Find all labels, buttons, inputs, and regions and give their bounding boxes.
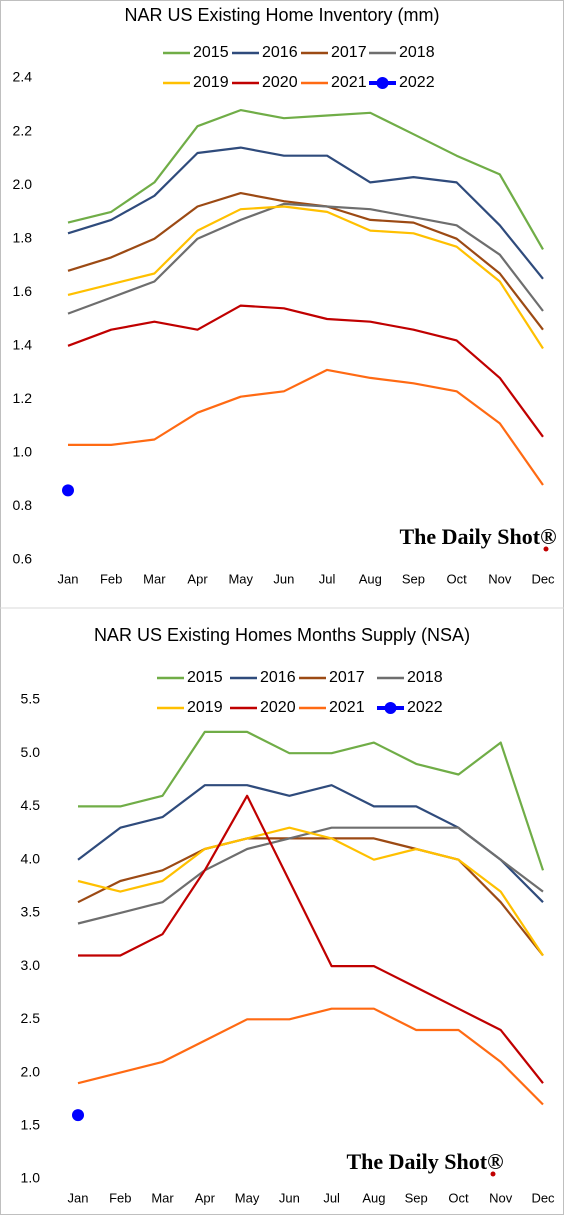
series-line (77, 837, 544, 957)
y-tick-label: 4.5 (21, 797, 41, 813)
series-line (67, 146, 544, 280)
y-tick-label: 1.4 (13, 336, 33, 352)
y-tick-label: 2.4 (13, 69, 33, 85)
x-tick-label: Jun (279, 1190, 300, 1205)
y-tick-label: 2.0 (13, 176, 33, 192)
y-tick-label: 1.0 (21, 1170, 41, 1186)
series-line (67, 192, 544, 331)
series-line (77, 826, 544, 957)
watermark-dot (543, 546, 549, 552)
y-tick-label: 0.8 (13, 497, 33, 513)
x-tick-label: Feb (109, 1190, 131, 1205)
legend-marker (384, 702, 397, 714)
data-point (72, 1109, 84, 1122)
legend-label: 2019 (187, 699, 223, 716)
series-line (67, 205, 544, 350)
y-tick-label: 1.5 (21, 1116, 41, 1132)
legend-label: 2017 (329, 669, 365, 686)
legend-marker (376, 77, 389, 89)
y-tick-label: 1.0 (13, 444, 33, 460)
y-tick-label: 3.0 (21, 957, 41, 973)
y-tick-label: 5.5 (21, 691, 41, 707)
x-tick-label: Oct (447, 571, 468, 586)
x-tick-label: Dec (531, 571, 555, 586)
legend-label: 2022 (399, 74, 435, 91)
x-tick-label: Aug (359, 571, 382, 586)
x-tick-label: Apr (187, 571, 208, 586)
x-tick-label: Sep (405, 1190, 428, 1205)
x-tick-label: Aug (362, 1190, 385, 1205)
watermark: The Daily Shot® (346, 1149, 503, 1174)
x-tick-label: Nov (489, 1190, 513, 1205)
x-tick-label: May (228, 571, 253, 586)
x-tick-label: Sep (402, 571, 425, 586)
legend-label: 2017 (331, 44, 367, 61)
x-tick-label: Oct (448, 1190, 469, 1205)
y-tick-label: 5.0 (21, 744, 41, 760)
x-tick-label: Jul (323, 1190, 340, 1205)
x-tick-label: Jan (68, 1190, 89, 1205)
y-tick-label: 1.6 (13, 283, 33, 299)
y-tick-label: 2.2 (13, 122, 33, 138)
watermark: The Daily Shot® (399, 524, 556, 549)
series-line (68, 368, 544, 486)
series-line (78, 794, 544, 1084)
legend-label: 2021 (331, 74, 367, 91)
y-tick-label: 2.5 (21, 1010, 41, 1026)
legend-label: 2020 (262, 74, 298, 91)
watermark-dot (490, 1171, 496, 1177)
x-tick-label: Nov (488, 571, 512, 586)
x-tick-label: Jul (319, 571, 336, 586)
x-tick-label: Dec (531, 1190, 555, 1205)
y-tick-label: 2.0 (21, 1063, 41, 1079)
legend-label: 2022 (407, 699, 443, 716)
x-tick-label: Jun (273, 571, 294, 586)
legend-label: 2018 (407, 669, 443, 686)
data-point (62, 484, 74, 497)
series-line (67, 304, 544, 438)
y-tick-label: 4.0 (21, 850, 41, 866)
chart-title: NAR US Existing Homes Months Supply (NSA… (94, 625, 470, 645)
chart-title: NAR US Existing Home Inventory (mm) (124, 5, 439, 25)
x-tick-label: Jan (58, 571, 79, 586)
legend-label: 2016 (262, 44, 298, 61)
x-tick-label: Feb (100, 571, 122, 586)
legend-label: 2016 (260, 669, 296, 686)
series-line (77, 1007, 544, 1106)
x-tick-label: Mar (143, 571, 166, 586)
series-line (67, 109, 544, 250)
x-tick-label: May (235, 1190, 260, 1205)
x-tick-label: Mar (151, 1190, 174, 1205)
legend-label: 2019 (193, 74, 229, 91)
legend-label: 2015 (193, 44, 229, 61)
legend-label: 2018 (399, 44, 435, 61)
y-tick-label: 0.6 (13, 551, 33, 567)
x-tick-label: Apr (195, 1190, 216, 1205)
legend-label: 2021 (329, 699, 365, 716)
legend-label: 2015 (187, 669, 223, 686)
series-line (78, 730, 545, 871)
y-tick-label: 1.8 (13, 229, 33, 245)
series-line (67, 202, 544, 315)
y-tick-label: 1.2 (13, 390, 33, 406)
y-tick-label: 3.5 (21, 904, 41, 920)
legend-label: 2020 (260, 699, 296, 716)
